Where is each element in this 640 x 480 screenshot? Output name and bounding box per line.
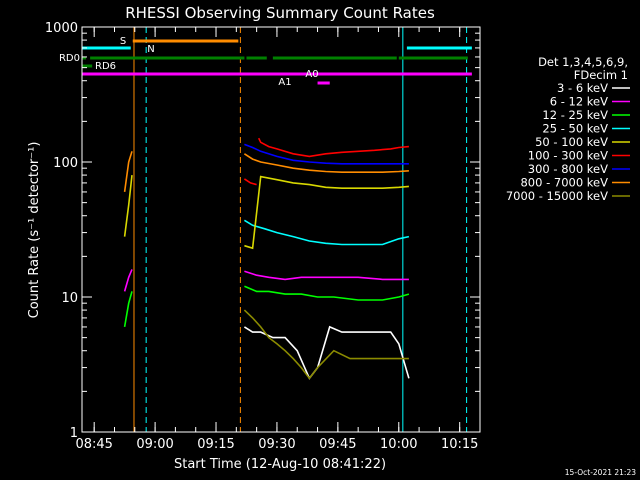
series-line bbox=[123, 175, 133, 237]
y-tick-label: 10 bbox=[61, 291, 78, 306]
x-tick-label: 09:45 bbox=[319, 437, 356, 452]
x-tick-label: 09:30 bbox=[258, 437, 295, 452]
x-tick-label: 10:15 bbox=[441, 437, 478, 452]
legend-label: 25 - 50 keV bbox=[542, 122, 608, 136]
x-tick-label: 10:00 bbox=[380, 437, 417, 452]
legend-label: 50 - 100 keV bbox=[535, 135, 608, 149]
plot-frame bbox=[81, 26, 481, 433]
series-line bbox=[243, 178, 257, 186]
legend-label: 300 - 800 keV bbox=[528, 162, 608, 176]
series-line bbox=[243, 219, 410, 246]
y-tick-label: 1 bbox=[70, 426, 78, 441]
series-line bbox=[257, 137, 409, 158]
flag-label: RD0 bbox=[59, 53, 80, 64]
series-line bbox=[123, 151, 133, 193]
plot-timestamp: 15-Oct-2021 21:23 bbox=[565, 468, 636, 477]
series-line bbox=[244, 285, 410, 301]
legend-label: 100 - 300 keV bbox=[528, 149, 608, 163]
flag-bars: S N RD0 RD6 A1 A0 bbox=[59, 36, 472, 88]
flag-label: A0 bbox=[305, 69, 318, 80]
x-tick-label: 08:45 bbox=[75, 437, 112, 452]
legend-header-line-1: Det 1,3,4,5,6,9, bbox=[538, 55, 628, 69]
series-line bbox=[123, 291, 133, 328]
y-tick-label: 1000 bbox=[45, 21, 78, 36]
series-line bbox=[244, 270, 409, 281]
x-axis: 08:45 09:00 09:15 09:30 09:45 10:00 10:15 bbox=[75, 27, 478, 452]
legend-header-line-2: FDecim 1 bbox=[574, 68, 628, 82]
legend-label: 7000 - 15000 keV bbox=[506, 189, 608, 203]
series-line bbox=[243, 153, 409, 173]
series-line bbox=[244, 175, 409, 250]
legend-label: 12 - 25 keV bbox=[542, 108, 608, 122]
x-axis-label: Start Time (12-Aug-10 08:41:22) bbox=[174, 457, 386, 472]
x-tick-label: 09:00 bbox=[136, 437, 173, 452]
time-markers bbox=[133, 27, 468, 432]
legend-label: 6 - 12 keV bbox=[550, 95, 608, 109]
series-line bbox=[243, 309, 409, 380]
flag-label: RD6 bbox=[95, 61, 116, 72]
flag-label: S bbox=[120, 36, 126, 47]
x-tick-label: 09:15 bbox=[197, 437, 234, 452]
legend-label: 800 - 7000 keV bbox=[520, 176, 608, 190]
series-line bbox=[123, 269, 133, 292]
legend-label: 3 - 6 keV bbox=[557, 81, 608, 95]
y-axis-label: Count Rate (s⁻¹ detector⁻¹) bbox=[27, 142, 42, 319]
y-axis: 1 10 100 1000 bbox=[45, 21, 480, 441]
flag-label: A1 bbox=[278, 77, 291, 88]
flag-label: N bbox=[147, 44, 154, 55]
y-tick-label: 100 bbox=[53, 156, 78, 171]
chart-title: RHESSI Observing Summary Count Rates bbox=[125, 4, 435, 22]
series-line bbox=[244, 143, 409, 165]
series-lines bbox=[123, 137, 410, 380]
